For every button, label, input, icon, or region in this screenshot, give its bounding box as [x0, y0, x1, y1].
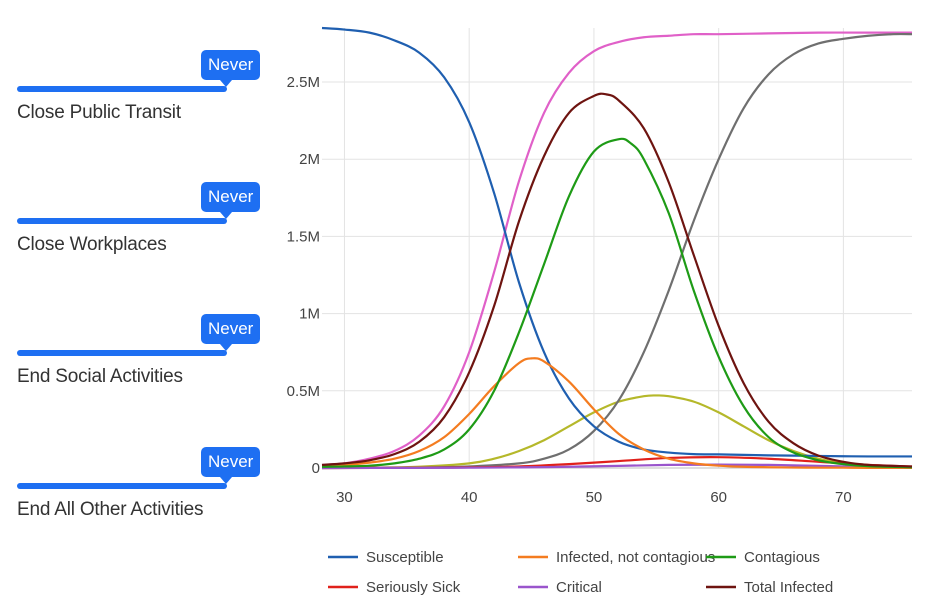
x-tick-label: 70	[835, 489, 852, 506]
control-end-social-activities: Never End Social Activities	[17, 312, 261, 402]
contagious-line	[321, 137, 913, 469]
critical-line	[321, 463, 913, 470]
legend: Susceptible Infected, not contagious Conta…	[328, 549, 833, 596]
control-end-all-other-activities: Never End All Other Activities	[17, 445, 261, 535]
legend-label-susceptible: Susceptible	[366, 549, 444, 566]
slider-bubble-tail	[220, 477, 232, 484]
slider-label: Close Workplaces	[17, 234, 167, 255]
x-tick-label: 60	[710, 489, 727, 506]
y-tick-label: 1.5M	[287, 228, 320, 245]
infected-not-contagious-line	[321, 357, 913, 469]
slider-value-bubble: Never	[201, 447, 261, 477]
slider-bubble-tail	[220, 212, 232, 219]
total-infected-line	[321, 92, 913, 468]
x-tick-label: 50	[586, 489, 603, 506]
y-tick-label: 0.5M	[287, 383, 320, 400]
slider-bubble-tail	[220, 344, 232, 351]
legend-label-infected-not-contagious: Infected, not contagious	[556, 549, 715, 566]
legend-label-seriously-sick: Seriously Sick	[366, 579, 461, 596]
slider-value-bubble: Never	[201, 314, 261, 344]
slider-close-public-transit[interactable]	[17, 86, 227, 92]
axes: 30 40 50 60 70 0 0.5M 1M 1.5M 2M 2.5M	[287, 74, 852, 506]
legend-label-total-infected: Total Infected	[744, 579, 833, 596]
slider-end-all-other-activities[interactable]	[17, 483, 227, 489]
legend-label-critical: Critical	[556, 579, 602, 596]
susceptible-line	[321, 26, 913, 458]
slider-value-bubble: Never	[201, 182, 261, 212]
slider-value-bubble: Never	[201, 50, 261, 80]
unlabeled-8-line	[321, 32, 913, 470]
unlabeled-6-line	[321, 31, 912, 467]
slider-bubble-tail	[220, 80, 232, 87]
slider-label: End Social Activities	[17, 366, 183, 387]
x-tick-label: 40	[461, 489, 478, 506]
slider-end-social-activities[interactable]	[17, 350, 227, 356]
control-close-workplaces: Never Close Workplaces	[17, 180, 261, 270]
slider-label: End All Other Activities	[17, 499, 204, 520]
y-tick-label: 0	[312, 460, 320, 477]
control-close-public-transit: Never Close Public Transit	[17, 48, 261, 138]
slider-close-workplaces[interactable]	[17, 218, 227, 224]
legend-label-contagious: Contagious	[744, 549, 820, 566]
y-tick-label: 1M	[299, 306, 320, 323]
slider-label: Close Public Transit	[17, 102, 181, 123]
x-tick-label: 30	[336, 489, 353, 506]
series-lines	[321, 26, 913, 470]
y-tick-label: 2.5M	[287, 74, 320, 91]
y-tick-label: 2M	[299, 151, 320, 168]
